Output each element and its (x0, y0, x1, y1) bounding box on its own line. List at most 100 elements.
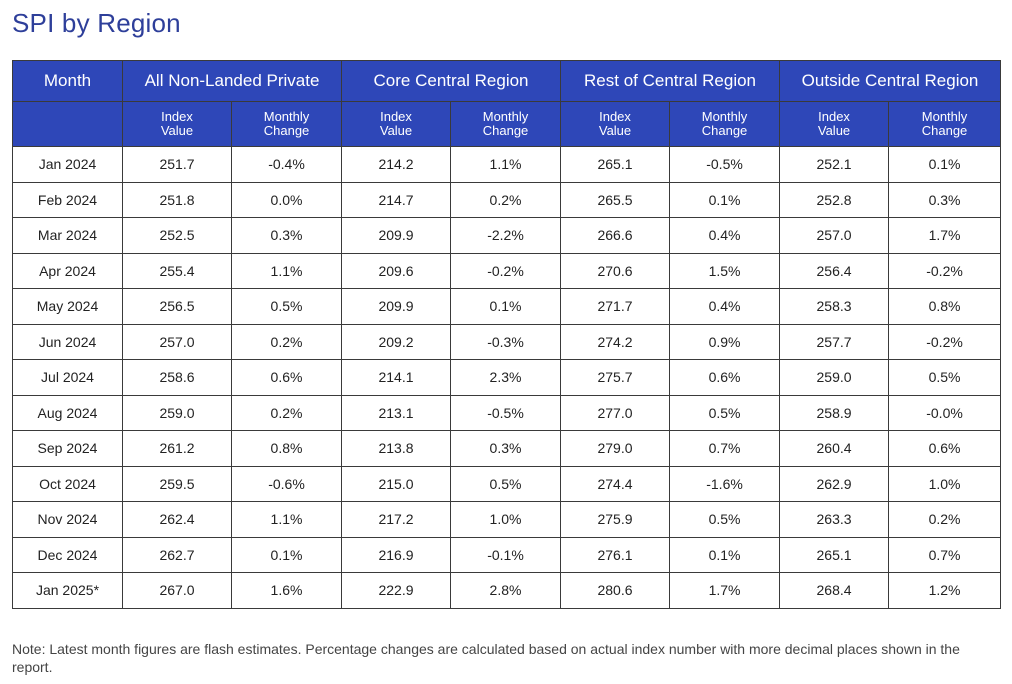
month-cell: Jun 2024 (12, 323, 123, 360)
sub-header-line: Monthly (701, 109, 748, 124)
monthly-change-cell: 1.5% (669, 252, 781, 289)
index-value-cell: 265.5 (560, 181, 671, 218)
month-cell: Jan 2025* (12, 572, 123, 609)
table-row: Jun 2024 257.0 0.2% 209.2 -0.3% 274.2 0.9% 257.… (12, 323, 1002, 360)
monthly-change-cell: -0.1% (450, 536, 562, 573)
index-value-cell: 274.2 (560, 323, 671, 360)
monthly-change-cell: 0.2% (230, 394, 343, 431)
index-value-cell: 262.9 (779, 465, 890, 502)
monthly-change-cell: 0.5% (669, 501, 781, 538)
sub-header-line: Monthly (482, 109, 529, 124)
monthly-change-cell: 0.6% (888, 430, 1002, 467)
table-row: Aug 2024 259.0 0.2% 213.1 -0.5% 277.0 0.5% 258.… (12, 394, 1002, 431)
index-value-cell: 214.7 (341, 181, 452, 218)
monthly-change-cell: 0.3% (450, 430, 562, 467)
table-row: Jan 2025* 267.0 1.6% 222.9 2.8% 280.6 1.7% 268.… (12, 572, 1002, 609)
monthly-change-cell: -2.2% (450, 217, 562, 254)
table-row: Sep 2024 261.2 0.8% 213.8 0.3% 279.0 0.7% 260.4… (12, 430, 1002, 467)
table-row: Apr 2024 255.4 1.1% 209.6 -0.2% 270.6 1.5% 256.… (12, 252, 1002, 289)
index-value-cell: 209.6 (341, 252, 452, 289)
monthly-change-cell: 0.5% (450, 465, 562, 502)
sub-header-line: Index (380, 109, 412, 124)
sub-header-index-value: Index Value (779, 101, 890, 147)
monthly-change-cell: 1.1% (450, 146, 562, 183)
index-value-cell: 275.9 (560, 501, 671, 538)
monthly-change-cell: 0.5% (888, 359, 1002, 396)
table-row: Mar 2024 252.5 0.3% 209.9 -2.2% 266.6 0.4% 257.… (12, 217, 1002, 254)
monthly-change-cell: 0.5% (669, 394, 781, 431)
index-value-cell: 262.4 (122, 501, 232, 538)
sub-header-monthly-change: Monthly Change (450, 101, 562, 147)
index-value-cell: 257.0 (122, 323, 232, 360)
sub-header-line: Value (379, 123, 413, 138)
monthly-change-cell: 0.6% (669, 359, 781, 396)
monthly-change-cell: 0.6% (230, 359, 343, 396)
monthly-change-cell: 0.2% (888, 501, 1002, 538)
index-value-cell: 265.1 (779, 536, 890, 573)
index-value-cell: 270.6 (560, 252, 671, 289)
monthly-change-cell: 0.8% (888, 288, 1002, 325)
index-value-cell: 259.0 (122, 394, 232, 431)
index-value-cell: 255.4 (122, 252, 232, 289)
sub-header-monthly-change: Monthly Change (230, 101, 343, 147)
index-value-cell: 259.0 (779, 359, 890, 396)
index-value-cell: 256.5 (122, 288, 232, 325)
sub-header-row: Index Value Monthly Change Index Value Monthly… (12, 101, 1002, 147)
sub-header-monthly-change: Monthly Change (669, 101, 781, 147)
sub-header-line: Value (160, 123, 194, 138)
index-value-cell: 262.7 (122, 536, 232, 573)
monthly-change-cell: -0.0% (888, 394, 1002, 431)
group-header-outside-central: Outside Central Region (779, 60, 1002, 102)
monthly-change-cell: 0.3% (888, 181, 1002, 218)
index-value-cell: 280.6 (560, 572, 671, 609)
index-value-cell: 263.3 (779, 501, 890, 538)
monthly-change-cell: 0.0% (230, 181, 343, 218)
index-value-cell: 222.9 (341, 572, 452, 609)
monthly-change-cell: 0.1% (888, 146, 1002, 183)
table-row: Nov 2024 262.4 1.1% 217.2 1.0% 275.9 0.5% 263.3… (12, 501, 1002, 538)
sub-header-line: Change (701, 123, 748, 138)
sub-header-line: Monthly (263, 109, 310, 124)
index-value-cell: 258.6 (122, 359, 232, 396)
index-value-cell: 213.1 (341, 394, 452, 431)
sub-header-index-value: Index Value (122, 101, 232, 147)
table-row: Jul 2024 258.6 0.6% 214.1 2.3% 275.7 0.6% 259.0… (12, 359, 1002, 396)
index-value-cell: 258.9 (779, 394, 890, 431)
sub-header-line: Change (921, 123, 968, 138)
monthly-change-cell: 1.0% (888, 465, 1002, 502)
index-value-cell: 258.3 (779, 288, 890, 325)
month-cell: Jan 2024 (12, 146, 123, 183)
table-row: May 2024 256.5 0.5% 209.9 0.1% 271.7 0.4% 258.3… (12, 288, 1002, 325)
monthly-change-cell: 0.2% (230, 323, 343, 360)
page-title: SPI by Region (12, 8, 181, 38)
monthly-change-cell: 0.3% (230, 217, 343, 254)
sub-header-line: Value (598, 123, 632, 138)
index-value-cell: 252.1 (779, 146, 890, 183)
monthly-change-cell: 0.8% (230, 430, 343, 467)
table-body: Jan 2024 251.7 -0.4% 214.2 1.1% 265.1 -0.5% 252… (12, 146, 1002, 609)
monthly-change-cell: -0.2% (888, 252, 1002, 289)
month-cell: Apr 2024 (12, 252, 123, 289)
table-row: Feb 2024 251.8 0.0% 214.7 0.2% 265.5 0.1% 252.8… (12, 181, 1002, 218)
index-value-cell: 216.9 (341, 536, 452, 573)
monthly-change-cell: 2.8% (450, 572, 562, 609)
table-row: Dec 2024 262.7 0.1% 216.9 -0.1% 276.1 0.1% 265.… (12, 536, 1002, 573)
monthly-change-cell: 0.4% (669, 217, 781, 254)
monthly-change-cell: 0.7% (888, 536, 1002, 573)
group-header-all-non-landed: All Non-Landed Private (121, 60, 343, 102)
monthly-change-cell: 0.7% (669, 430, 781, 467)
monthly-change-cell: -0.6% (230, 465, 343, 502)
index-value-cell: 257.0 (779, 217, 890, 254)
index-value-cell: 215.0 (341, 465, 452, 502)
sub-header-line: Index (818, 109, 850, 124)
index-value-cell: 252.5 (122, 217, 232, 254)
month-cell: Feb 2024 (12, 181, 123, 218)
table-row: Jan 2024 251.7 -0.4% 214.2 1.1% 265.1 -0.5% 252… (12, 146, 1002, 183)
month-cell: May 2024 (12, 288, 123, 325)
group-header-core-central: Core Central Region (341, 60, 562, 102)
month-cell: Dec 2024 (12, 536, 123, 573)
index-value-cell: 275.7 (560, 359, 671, 396)
index-value-cell: 213.8 (341, 430, 452, 467)
spi-table: Month All Non-Landed Private Core Centra… (12, 60, 1002, 609)
index-value-cell: 266.6 (560, 217, 671, 254)
